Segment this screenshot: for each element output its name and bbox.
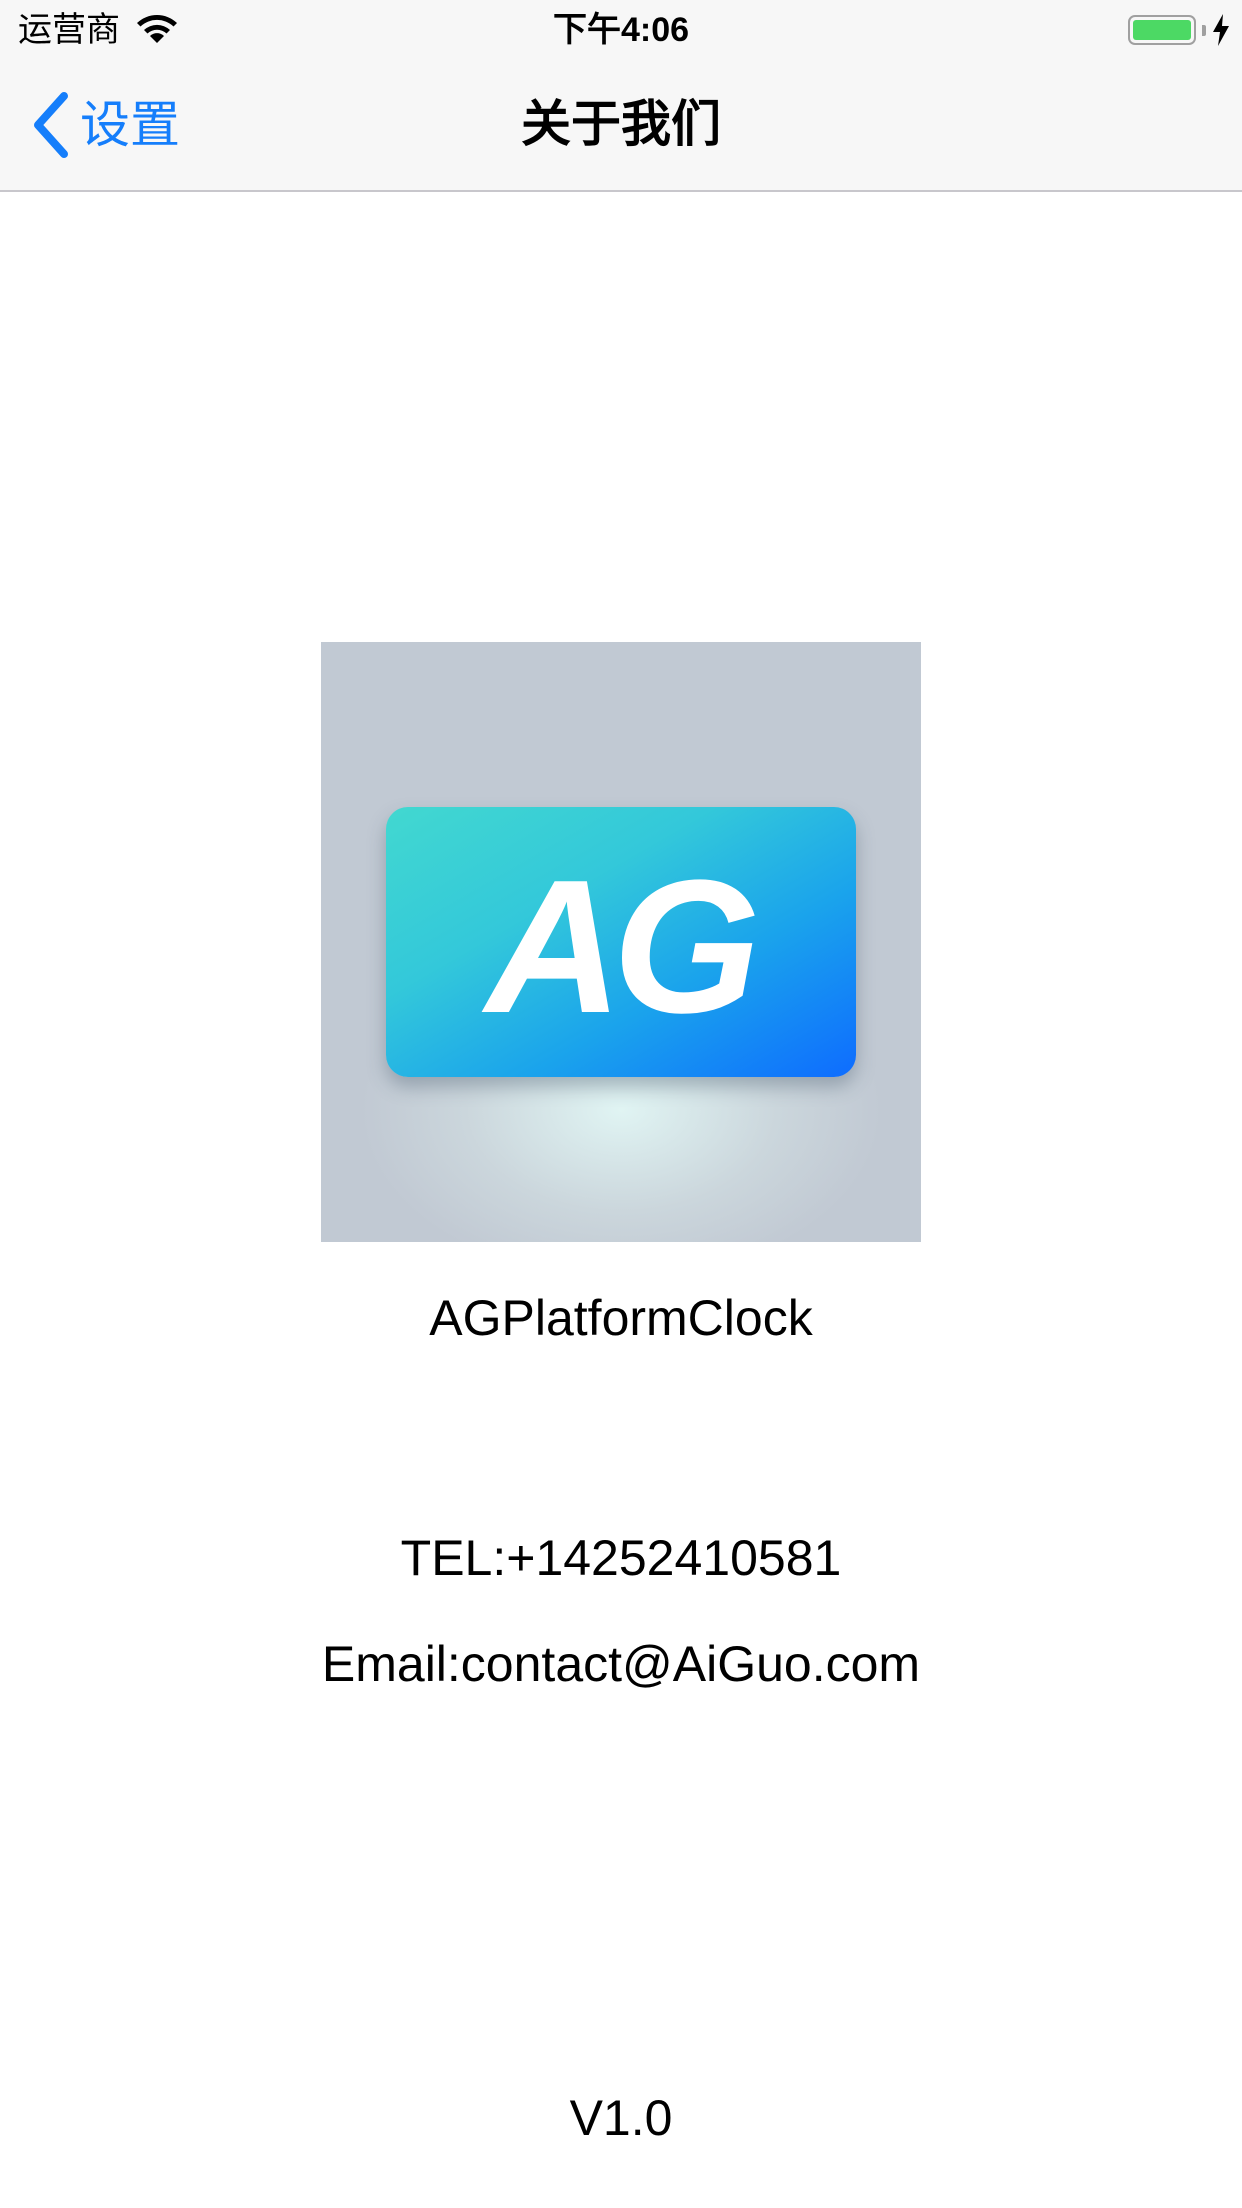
contact-phone: TEL:+14252410581 (400, 1530, 842, 1586)
status-time: 下午4:06 (552, 11, 690, 49)
app-logo: AG (321, 642, 921, 1242)
chevron-left-icon (34, 92, 68, 158)
lightning-icon (1213, 14, 1229, 46)
battery-fill (1133, 20, 1191, 40)
app-name: AGPlatformClock (429, 1290, 813, 1346)
app-logo-card: AG (386, 807, 856, 1077)
contact-email: Email:contact@AiGuo.com (321, 1636, 921, 1692)
wifi-icon (137, 14, 177, 43)
app-version: V1.0 (569, 2090, 673, 2146)
navigation-bar: 设置 关于我们 (0, 60, 1242, 192)
back-button-label: 设置 (80, 97, 180, 153)
page-title: 关于我们 (521, 96, 721, 152)
logo-text: AG (482, 841, 755, 1053)
battery-cap (1202, 24, 1206, 36)
carrier-label: 运营商 (18, 11, 120, 49)
ag-logo-mark: AG (482, 841, 765, 1053)
battery-icon (1128, 15, 1196, 45)
status-bar: 运营商 下午4:06 (0, 0, 1242, 60)
carrier-group: 运营商 (18, 10, 180, 50)
back-button[interactable]: 设置 (30, 90, 180, 160)
battery-indicator (1128, 14, 1230, 46)
